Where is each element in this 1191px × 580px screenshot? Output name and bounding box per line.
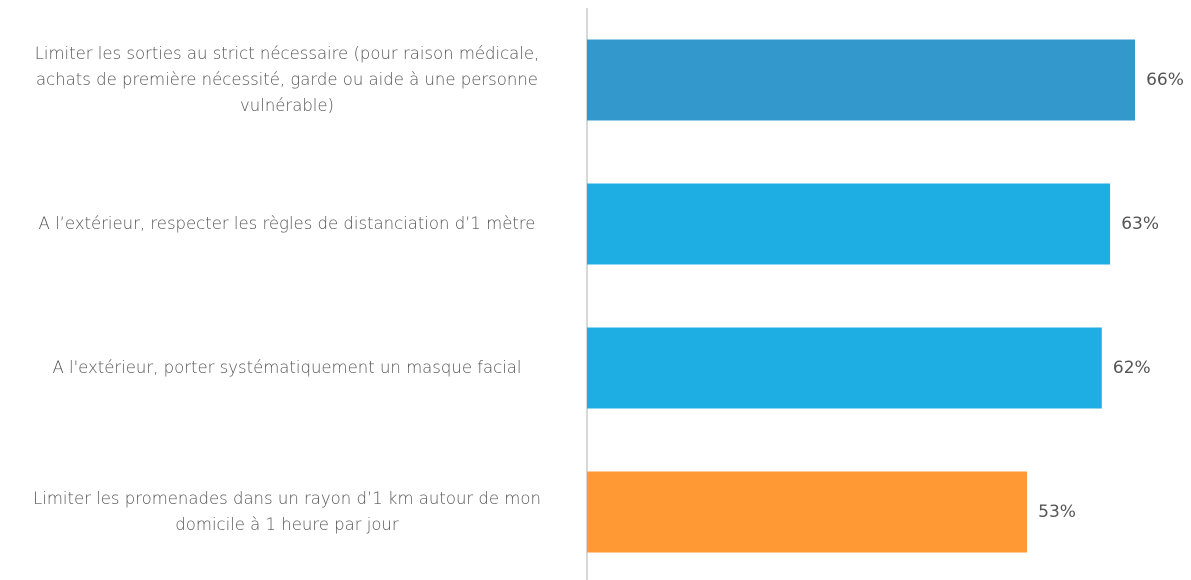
- category-label: Limiter les promenades dans un rayon d’1…: [33, 489, 541, 534]
- bar: [587, 183, 1111, 265]
- category-label: A l’extérieur, respecter les règles de d…: [38, 214, 536, 233]
- bar: [587, 471, 1028, 553]
- value-label: 53%: [1038, 502, 1076, 522]
- value-label: 62%: [1113, 358, 1151, 378]
- category-label: A l'extérieur, porter systématiquement u…: [52, 358, 522, 377]
- bar: [587, 39, 1135, 121]
- bar: [587, 327, 1102, 409]
- category-label: Limiter les sorties au strict nécessaire…: [34, 44, 540, 115]
- value-label: 63%: [1121, 214, 1159, 234]
- value-label: 66%: [1146, 70, 1184, 90]
